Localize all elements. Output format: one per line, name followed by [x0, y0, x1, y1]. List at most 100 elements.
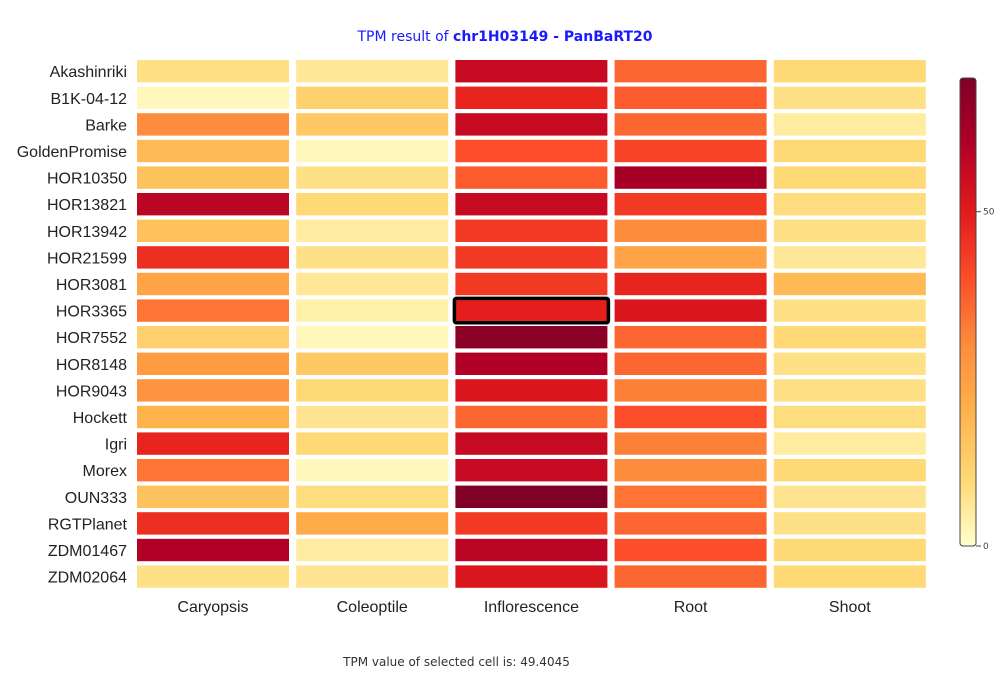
- heatmap-cell[interactable]: [614, 565, 767, 588]
- heatmap-cell[interactable]: [137, 272, 289, 296]
- heatmap-cell[interactable]: [137, 379, 289, 402]
- heatmap-cell[interactable]: [773, 60, 926, 83]
- heatmap-cell[interactable]: [614, 272, 767, 296]
- heatmap-cell[interactable]: [773, 272, 926, 296]
- heatmap-cell[interactable]: [773, 113, 926, 136]
- heatmap-cell[interactable]: [296, 299, 449, 322]
- heatmap-cell[interactable]: [773, 139, 926, 163]
- heatmap-cell[interactable]: [773, 352, 926, 375]
- heatmap-cell[interactable]: [296, 538, 449, 562]
- heatmap-cell[interactable]: [137, 193, 289, 216]
- heatmap-cell[interactable]: [455, 299, 608, 322]
- heatmap-cell[interactable]: [614, 352, 767, 375]
- heatmap-cell[interactable]: [296, 166, 449, 189]
- heatmap-cell[interactable]: [773, 299, 926, 322]
- heatmap-cell[interactable]: [455, 272, 608, 296]
- heatmap-cell[interactable]: [614, 246, 767, 269]
- heatmap-cell[interactable]: [137, 166, 289, 189]
- heatmap-cell[interactable]: [296, 565, 449, 588]
- heatmap-cell[interactable]: [137, 459, 289, 482]
- heatmap-cell[interactable]: [296, 272, 449, 296]
- heatmap-cell[interactable]: [296, 459, 449, 482]
- heatmap-cell[interactable]: [137, 60, 289, 83]
- heatmap-cell[interactable]: [455, 379, 608, 402]
- heatmap-cell[interactable]: [137, 86, 289, 109]
- heatmap-cell[interactable]: [296, 246, 449, 269]
- heatmap-cell[interactable]: [455, 432, 608, 455]
- heatmap-cell[interactable]: [614, 193, 767, 216]
- heatmap-cell[interactable]: [455, 86, 608, 109]
- heatmap-cell[interactable]: [455, 246, 608, 269]
- heatmap-cell[interactable]: [614, 538, 767, 562]
- heatmap-cell[interactable]: [137, 326, 289, 349]
- heatmap-cell[interactable]: [455, 459, 608, 482]
- heatmap-cell[interactable]: [455, 219, 608, 242]
- heatmap-cell[interactable]: [614, 432, 767, 455]
- heatmap-cell[interactable]: [455, 60, 608, 83]
- heatmap-cell[interactable]: [137, 219, 289, 242]
- heatmap-cell[interactable]: [296, 405, 449, 429]
- heatmap-cell[interactable]: [455, 538, 608, 562]
- heatmap-cell[interactable]: [773, 379, 926, 402]
- heatmap-cell[interactable]: [455, 193, 608, 216]
- heatmap-cell[interactable]: [614, 166, 767, 189]
- heatmap-cell[interactable]: [137, 139, 289, 163]
- heatmap-cell[interactable]: [614, 60, 767, 83]
- heatmap-cell[interactable]: [773, 246, 926, 269]
- heatmap-cell[interactable]: [614, 379, 767, 402]
- heatmap-cell[interactable]: [773, 485, 926, 508]
- heatmap-cell[interactable]: [773, 405, 926, 429]
- heatmap-cell[interactable]: [137, 512, 289, 535]
- heatmap-cell[interactable]: [773, 512, 926, 535]
- heatmap-cell[interactable]: [455, 326, 608, 349]
- heatmap-cell[interactable]: [455, 485, 608, 508]
- heatmap-cell[interactable]: [296, 86, 449, 109]
- heatmap-cell[interactable]: [614, 219, 767, 242]
- heatmap-cell[interactable]: [296, 326, 449, 349]
- heatmap-cell[interactable]: [296, 512, 449, 535]
- heatmap-cell[interactable]: [137, 432, 289, 455]
- heatmap-cell[interactable]: [614, 113, 767, 136]
- heatmap-cell[interactable]: [137, 113, 289, 136]
- heatmap-cell[interactable]: [773, 166, 926, 189]
- heatmap-cell[interactable]: [773, 326, 926, 349]
- heatmap-cell[interactable]: [296, 219, 449, 242]
- heatmap-cell[interactable]: [137, 246, 289, 269]
- heatmap-cell[interactable]: [455, 565, 608, 588]
- heatmap-cell[interactable]: [137, 299, 289, 322]
- heatmap-cell[interactable]: [296, 432, 449, 455]
- heatmap-cell[interactable]: [773, 219, 926, 242]
- heatmap-cell[interactable]: [773, 193, 926, 216]
- heatmap-cell[interactable]: [614, 86, 767, 109]
- heatmap-cell[interactable]: [137, 565, 289, 588]
- heatmap-cell[interactable]: [773, 459, 926, 482]
- heatmap-cell[interactable]: [296, 379, 449, 402]
- heatmap-cell[interactable]: [137, 538, 289, 562]
- heatmap-cell[interactable]: [614, 405, 767, 429]
- heatmap-cell[interactable]: [614, 326, 767, 349]
- heatmap-cell[interactable]: [455, 113, 608, 136]
- heatmap-cell[interactable]: [455, 352, 608, 375]
- heatmap-cell[interactable]: [455, 405, 608, 429]
- heatmap-cell[interactable]: [773, 86, 926, 109]
- heatmap-cell[interactable]: [773, 432, 926, 455]
- heatmap-cell[interactable]: [137, 405, 289, 429]
- heatmap-cell[interactable]: [455, 166, 608, 189]
- heatmap-cell[interactable]: [296, 352, 449, 375]
- heatmap-cell[interactable]: [455, 512, 608, 535]
- heatmap-cell[interactable]: [296, 485, 449, 508]
- heatmap-cell[interactable]: [773, 565, 926, 588]
- heatmap-cell[interactable]: [137, 352, 289, 375]
- heatmap-cell[interactable]: [296, 193, 449, 216]
- heatmap-cell[interactable]: [614, 299, 767, 322]
- heatmap-cell[interactable]: [614, 512, 767, 535]
- heatmap-cell[interactable]: [614, 485, 767, 508]
- heatmap-cell[interactable]: [296, 113, 449, 136]
- heatmap-cell[interactable]: [614, 139, 767, 163]
- heatmap-cell[interactable]: [773, 538, 926, 562]
- heatmap-cell[interactable]: [137, 485, 289, 508]
- heatmap-cell[interactable]: [614, 459, 767, 482]
- heatmap-cell[interactable]: [455, 139, 608, 163]
- heatmap-cell[interactable]: [296, 60, 449, 83]
- heatmap-cell[interactable]: [296, 139, 449, 163]
